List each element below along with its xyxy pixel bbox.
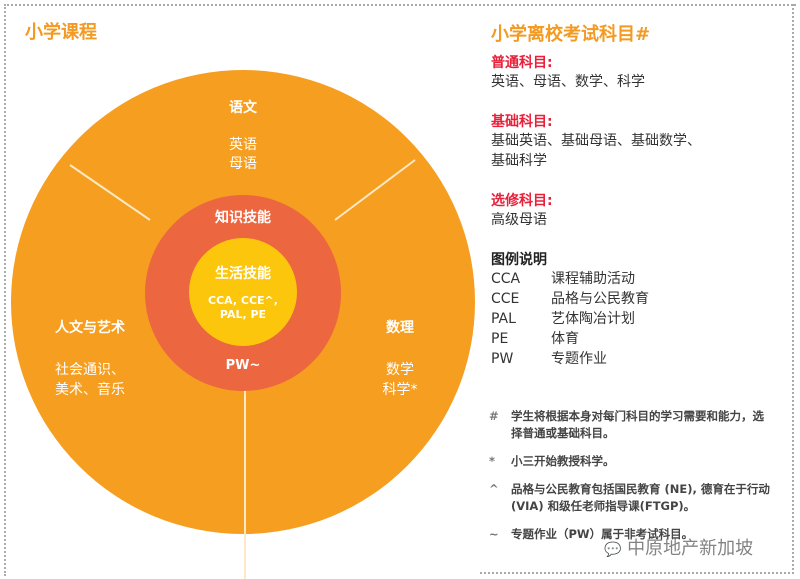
curriculum-title: 小学课程: [25, 22, 97, 43]
legend-item: CCA 课程辅助活动: [491, 271, 635, 287]
group-text: 高级母语: [491, 212, 547, 228]
group-label: 基础科目:: [491, 114, 553, 130]
watermark: 💬 中原地产新加坡: [604, 538, 754, 559]
group-text: 基础英语、基础母语、基础数学、 基础科学: [491, 133, 701, 169]
legend-item: PW 专题作业: [491, 351, 607, 367]
wechat-icon: 💬: [604, 542, 622, 558]
core-items: CCA, CCE^, PAL, PE: [208, 294, 278, 321]
footnote: ~ 专题作业（PW）属于非考试科目。: [489, 527, 694, 541]
exam-title: 小学离校考试科目#: [491, 24, 651, 45]
footnote: ^ 品格与公民教育包括国民教育 (NE), 德育在于行动 (VIA) 和级任老师指…: [489, 482, 770, 513]
footnote: * 小三开始教授科学。: [489, 454, 615, 468]
divider-left: [69, 164, 151, 221]
legend-title: 图例说明: [491, 252, 547, 268]
right-frame: [480, 4, 794, 574]
sector-right-items: 数学 科学*: [382, 362, 418, 398]
legend-list: CCA 课程辅助活动 CCE 品格与公民教育 PAL 艺体陶冶计划 PE 体育 PW 专题…: [491, 269, 781, 369]
divider-right: [334, 159, 416, 221]
legend-item: PAL 艺体陶冶计划: [491, 311, 635, 327]
sector-left-items: 社会通识、 美术、音乐: [55, 362, 125, 398]
left-frame: [4, 4, 796, 576]
ring-title: 知识技能: [215, 210, 271, 226]
group-text: 英语、母语、数学、科学: [491, 74, 645, 90]
sector-right-title: 数理: [386, 320, 414, 336]
group-label: 选修科目:: [491, 193, 553, 209]
sector-left-title: 人文与艺术: [55, 320, 125, 336]
core-title: 生活技能: [215, 266, 271, 282]
footnote: # 学生将根据本身对每门科目的学习需要和能力，选择普通或基础科目。: [489, 409, 764, 440]
legend-item: PE 体育: [491, 331, 579, 347]
group-label: 普通科目:: [491, 55, 553, 71]
sector-top-items: 英语 母语: [229, 137, 257, 172]
ring-bottom-label: PW~: [225, 358, 261, 373]
core-circle: [189, 238, 297, 346]
legend-item: CCE 品格与公民教育: [491, 291, 649, 307]
curriculum-diagram: [11, 70, 475, 579]
sector-top-title: 语文: [229, 100, 257, 116]
